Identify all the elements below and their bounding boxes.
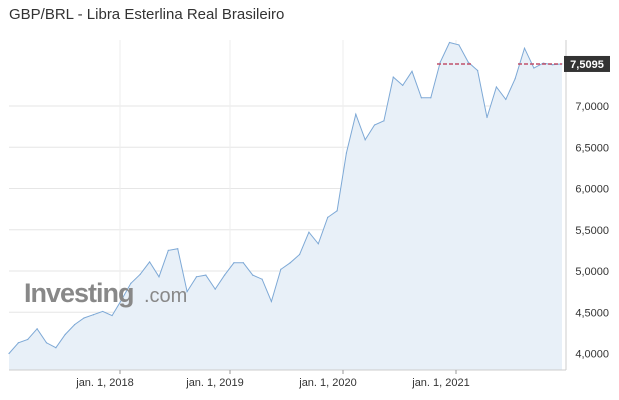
area-layer [8,41,563,370]
data-point [448,41,451,44]
data-point [280,268,282,270]
data-point [505,98,507,100]
data-point [64,333,66,336]
data-point [186,291,188,293]
data-point [533,67,535,69]
data-point [345,152,348,154]
x-tick-label: jan. 1, 2020 [298,377,357,389]
data-point [373,124,376,126]
data-point [205,274,207,276]
data-point [111,314,113,317]
data-point [167,249,169,251]
data-point [458,44,460,46]
data-point [102,310,104,313]
y-tick-label: 4,5000 [575,307,609,319]
data-point [411,70,413,72]
investing-watermark: Investing .com [24,278,187,308]
data-point [177,248,179,250]
data-point [477,69,479,72]
data-point [495,86,497,88]
y-tick-label: 6,5000 [575,142,609,154]
data-point [252,274,254,276]
data-point [214,288,216,290]
data-point [233,262,235,264]
data-point [195,276,198,278]
data-point [439,61,441,63]
current-value-label: 7,5095 [570,59,604,71]
data-point [383,120,385,122]
data-point [139,273,141,275]
data-point [8,352,10,355]
data-point [130,282,132,284]
data-point [158,276,160,278]
data-point [392,76,394,78]
x-tick-label: jan. 1, 2021 [411,377,470,389]
data-point [27,338,29,341]
data-point [336,210,338,212]
y-tick-label: 6,0000 [575,184,609,196]
data-point [552,64,554,66]
data-point [270,300,273,303]
x-tick-label: jan. 1, 2018 [75,377,134,389]
data-point [17,342,19,344]
data-point [148,261,151,263]
y-tick-label: 4,0000 [575,349,609,361]
data-point [92,314,94,316]
data-point [55,347,57,349]
series-area [9,42,562,370]
data-point [74,324,76,326]
y-axis-labels: 4,0000 4,5000 5,0000 5,5000 6,0000 6,5000 7,00… [565,40,609,370]
data-point [355,113,357,115]
data-point [308,231,310,233]
data-point [486,116,488,119]
data-point [514,78,516,80]
data-point [120,299,123,301]
data-point [402,84,404,86]
data-point [523,47,526,49]
data-point [364,139,366,141]
x-tick-label: jan. 1, 2019 [185,377,244,389]
watermark-text: Investing [24,278,134,308]
data-point [298,253,301,256]
data-point [45,342,48,344]
data-point [36,328,38,330]
data-point [430,97,432,99]
data-point [289,262,291,264]
watermark-suffix: .com [144,285,187,307]
current-value-box [564,55,610,72]
y-tick-label: 7,0000 [575,101,609,113]
y-tick-label: 5,5000 [575,225,609,237]
y-tick-label: 5,0000 [575,266,609,278]
data-point [261,278,263,280]
data-point [83,317,85,319]
data-point [420,97,423,99]
chart-title: GBP/BRL - Libra Esterlina Real Brasileir… [9,6,285,23]
data-point [317,243,319,245]
data-point [467,61,469,63]
data-point [242,262,244,264]
data-point [327,216,329,218]
x-axis: jan. 1, 2018 jan. 1, 2019 jan. 1, 2020 jan.… [9,369,566,389]
current-value-marker: 7,5095 [437,55,610,72]
data-point [223,274,226,276]
